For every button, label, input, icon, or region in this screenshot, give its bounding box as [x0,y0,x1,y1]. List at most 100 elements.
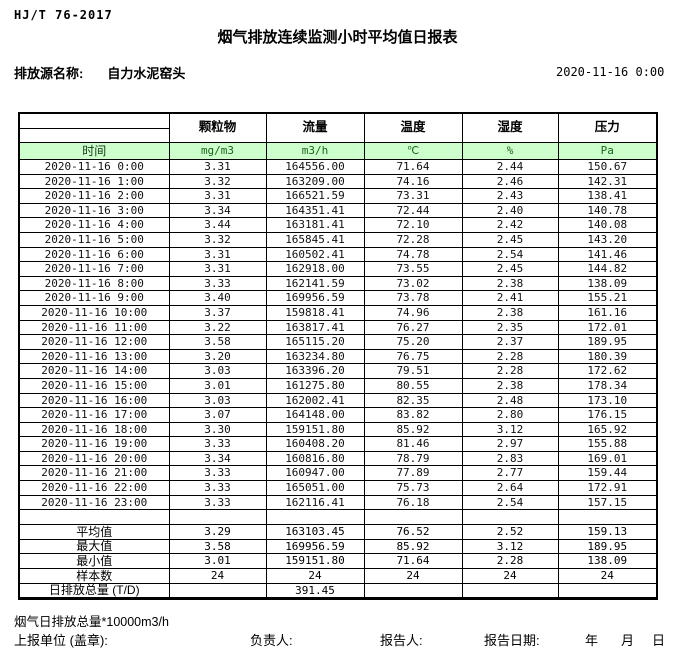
value-cell: 3.22 [168,319,267,336]
unit-mg-m3: mg/m3 [168,142,267,160]
value-cell: 79.51 [363,363,463,379]
year-label: 年 [585,633,599,648]
value-cell: 2.45 [461,261,559,277]
unit-m3-h: m3/h [265,142,365,160]
table-row: 2020-11-16 4:00 3.44 163181.41 72.10 2.42 140… [18,217,658,233]
time-cell: 2020-11-16 22:00 [18,480,170,496]
value-cell: 172.01 [557,319,658,336]
value-cell: 3.20 [168,348,267,365]
value-cell: 140.78 [557,202,658,219]
time-cell: 2020-11-16 21:00 [18,465,170,482]
time-cell: 2020-11-16 0:00 [18,159,170,175]
summary-value-cell [557,582,658,600]
table-row: 2020-11-16 5:00 3.32 165845.41 72.28 2.45 143… [18,231,658,248]
value-cell: 81.46 [363,436,463,452]
value-cell: 85.92 [363,421,463,438]
value-cell: 169956.59 [265,290,365,306]
value-cell: 173.10 [557,392,658,409]
value-cell: 159151.80 [265,421,365,438]
value-cell: 172.91 [557,480,658,496]
reporting-unit-label: 上报单位 (盖章): [14,633,108,648]
summary-row: 日排放总量 (T/D) 391.45 [18,582,658,600]
summary-value-cell: 163103.45 [265,524,365,540]
table-row: 2020-11-16 12:00 3.58 165115.20 75.20 2.37 18… [18,334,658,350]
summary-value-cell [363,582,463,600]
value-cell: 3.31 [168,246,267,263]
time-cell: 2020-11-16 16:00 [18,392,170,409]
value-cell: 164351.41 [265,202,365,219]
value-cell: 3.58 [168,334,267,350]
source-name: 自力水泥窑头 [107,66,186,81]
value-cell: 157.15 [557,494,658,511]
summary-value-cell: 159.13 [557,524,658,540]
table-row: 2020-11-16 14:00 3.03 163396.20 79.51 2.28 17… [18,363,658,379]
unit-pa: Pa [557,142,658,160]
value-cell: 3.03 [168,363,267,379]
value-cell: 3.40 [168,290,267,306]
value-cell: 144.82 [557,261,658,277]
value-cell: 73.78 [363,290,463,306]
value-cell: 2.28 [461,348,559,365]
value-cell: 3.33 [168,436,267,452]
value-cell: 80.55 [363,377,463,394]
summary-value-cell: 159151.80 [265,553,365,570]
value-cell: 3.12 [461,421,559,438]
value-cell: 165051.00 [265,480,365,496]
value-cell: 161275.80 [265,377,365,394]
value-cell: 77.89 [363,465,463,482]
value-cell: 2.45 [461,231,559,248]
table-row: 2020-11-16 15:00 3.01 161275.80 80.55 2.38 17… [18,377,658,394]
summary-value-cell: 24 [265,568,365,584]
corner-cell-top [18,112,170,129]
value-cell: 160816.80 [265,450,365,467]
report-date-label: 报告日期: [484,633,540,648]
value-cell: 3.33 [168,480,267,496]
reporter-label: 报告人: [380,633,423,648]
value-cell: 75.20 [363,334,463,350]
value-cell: 83.82 [363,407,463,423]
value-cell: 2.46 [461,173,559,190]
value-cell: 2.42 [461,217,559,233]
summary-label: 最小值 [18,553,170,570]
value-cell: 166521.59 [265,188,365,204]
value-cell: 74.96 [363,304,463,321]
footer-note: 烟气日排放总量*10000m3/h [14,615,169,629]
value-cell: 176.15 [557,407,658,423]
value-cell: 163396.20 [265,363,365,379]
time-cell: 2020-11-16 1:00 [18,173,170,190]
column-header-pressure: 压力 [557,112,658,143]
value-cell: 140.08 [557,217,658,233]
summary-value-cell: 85.92 [363,538,463,555]
summary-value-cell: 3.01 [168,553,267,570]
doc-code: HJ/T 76-2017 [14,8,113,22]
value-cell: 160502.41 [265,246,365,263]
table-row: 2020-11-16 2:00 3.31 166521.59 73.31 2.43 138… [18,188,658,204]
responsible-person-label: 负责人: [250,633,293,648]
summary-label: 平均值 [18,524,170,540]
value-cell: 3.33 [168,465,267,482]
time-cell: 2020-11-16 8:00 [18,275,170,292]
time-cell: 2020-11-16 10:00 [18,304,170,321]
value-cell: 74.78 [363,246,463,263]
value-cell: 78.79 [363,450,463,467]
value-cell: 2.43 [461,188,559,204]
value-cell: 2.77 [461,465,559,482]
time-cell: 2020-11-16 19:00 [18,436,170,452]
time-cell: 2020-11-16 13:00 [18,348,170,365]
page-title: 烟气排放连续监测小时平均值日报表 [217,29,458,46]
value-cell: 143.20 [557,231,658,248]
footer-signature-line: 上报单位 (盖章): 负责人: 报告人: 报告日期: 年 月 日 [0,630,675,650]
value-cell: 3.44 [168,217,267,233]
value-cell: 2.38 [461,377,559,394]
summary-row: 最小值 3.01 159151.80 71.64 2.28 138.09 [18,553,658,570]
summary-value-cell [461,582,559,600]
time-cell: 2020-11-16 3:00 [18,202,170,219]
summary-rows: 平均值 3.29 163103.45 76.52 2.52 159.13 最大值 3.58 16… [18,524,658,600]
value-cell: 164556.00 [265,159,365,175]
value-cell: 2.54 [461,246,559,263]
table-row: 2020-11-16 6:00 3.31 160502.41 74.78 2.54 141… [18,246,658,263]
value-cell: 165115.20 [265,334,365,350]
time-cell: 2020-11-16 15:00 [18,377,170,394]
value-cell: 162918.00 [265,261,365,277]
